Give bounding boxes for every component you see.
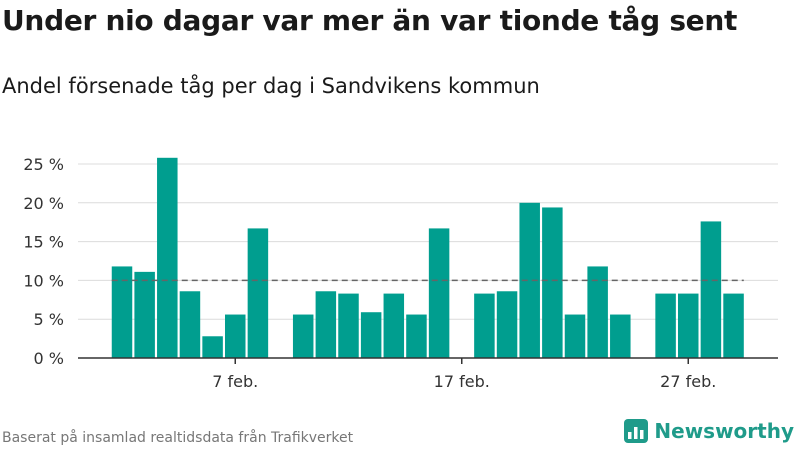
y-tick-label: 20 % (23, 194, 64, 213)
bar (111, 266, 133, 358)
newsworthy-logo-icon (624, 419, 649, 443)
bar (564, 314, 586, 358)
x-tick-label: 7 feb. (212, 372, 258, 391)
bar (678, 293, 699, 358)
bar (247, 228, 269, 358)
chart-subtitle: Andel försenade tåg per dag i Sandvikens… (2, 74, 540, 98)
chart-title: Under nio dagar var mer än var tionde tå… (2, 4, 738, 37)
bar (587, 266, 608, 358)
y-tick-label: 5 % (34, 310, 64, 329)
bar (360, 312, 382, 358)
bar (428, 228, 450, 358)
brand-logo: Newsworthy (624, 419, 794, 443)
bar (610, 314, 631, 358)
x-tick-label: 17 feb. (434, 372, 490, 391)
bar (383, 293, 405, 358)
bar (202, 336, 223, 358)
bar (723, 293, 744, 358)
bar (655, 293, 676, 358)
bar (292, 314, 314, 358)
brand-name: Newsworthy (654, 419, 794, 443)
bar (338, 293, 359, 358)
bar (134, 271, 155, 358)
x-tick-label: 27 feb. (660, 372, 716, 391)
bar (157, 157, 178, 358)
bar (474, 293, 495, 358)
y-tick-label: 10 % (23, 271, 64, 290)
bar (542, 207, 563, 358)
bar (315, 291, 337, 358)
bar (700, 221, 722, 358)
bar (225, 314, 246, 358)
y-tick-label: 25 % (23, 155, 64, 174)
bar (496, 291, 518, 358)
bar (519, 202, 540, 358)
bar (179, 291, 201, 358)
y-tick-label: 0 % (34, 349, 64, 368)
source-note: Baserat på insamlad realtidsdata från Tr… (2, 430, 354, 446)
bar (406, 314, 427, 358)
y-tick-label: 15 % (23, 233, 64, 252)
